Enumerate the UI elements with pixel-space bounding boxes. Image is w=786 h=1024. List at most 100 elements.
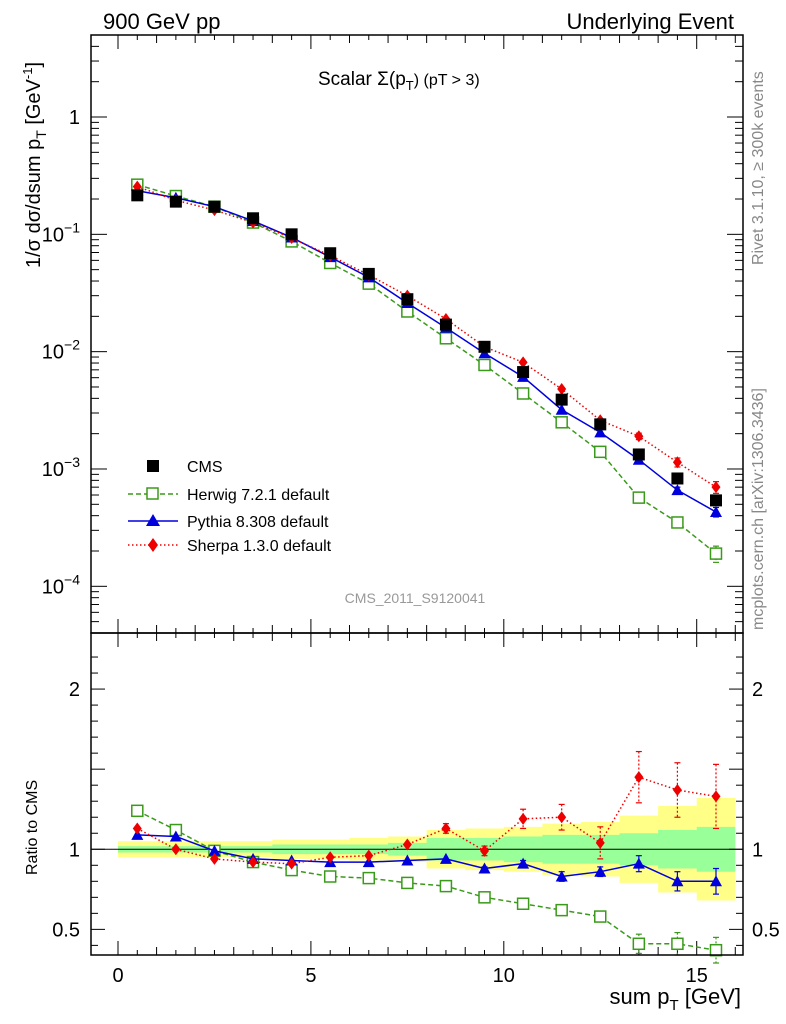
ratio-point-sherpa bbox=[209, 852, 219, 865]
main-point-cms bbox=[401, 293, 414, 306]
main-point-cms bbox=[169, 195, 182, 208]
legend-marker-herwig bbox=[146, 487, 159, 500]
main-point-cms bbox=[439, 318, 452, 331]
main-y-axis-title-close: ] bbox=[23, 62, 45, 68]
main-point-cms bbox=[208, 200, 221, 213]
main-point-herwig bbox=[594, 445, 607, 459]
x-axis-title-unit: [GeV] bbox=[679, 984, 741, 1009]
ratio-point-herwig bbox=[632, 937, 646, 951]
ratio-point-pythia bbox=[632, 857, 645, 869]
main-point-cms bbox=[131, 189, 144, 202]
y-tick-label: 10−2 bbox=[42, 337, 80, 364]
ratio-point-sherpa bbox=[171, 843, 181, 856]
legend-marker-pythia bbox=[146, 514, 160, 526]
main-point-herwig bbox=[709, 547, 723, 560]
ratio-line-pythia bbox=[137, 834, 716, 883]
ratio-frame bbox=[90, 632, 744, 956]
y-tick-label: 0.5 bbox=[52, 919, 80, 941]
x-axis-title: sum pT [GeV] bbox=[610, 984, 741, 1014]
main-point-pythia bbox=[555, 403, 568, 415]
ratio-point-pythia bbox=[709, 875, 722, 887]
main-point-cms bbox=[709, 494, 722, 507]
ratio-panel: 0 5 10 15 2 2 1 1 0.5 0.5 bbox=[52, 632, 780, 987]
ratio-point-pythia bbox=[208, 844, 221, 856]
ratio-point-sherpa bbox=[325, 851, 335, 864]
main-y-axis-title: 1/σ dσ/dsum pT [GeV-1] bbox=[20, 62, 49, 268]
main-point-sherpa bbox=[711, 481, 721, 494]
ratio-point-pythia bbox=[555, 870, 568, 882]
x-tick-label: 0 bbox=[112, 965, 123, 987]
y-tick-label: 2 bbox=[69, 679, 80, 701]
y-tick-label-right: 1 bbox=[752, 839, 763, 861]
ratio-point-herwig bbox=[594, 910, 607, 923]
main-y-axis-title-exp: -1 bbox=[20, 68, 35, 80]
main-point-cms bbox=[594, 418, 607, 431]
ratio-line-herwig bbox=[136, 810, 717, 951]
main-point-herwig bbox=[632, 491, 646, 504]
legend: CMS Herwig 7.2.1 default Pythia 8.308 de… bbox=[128, 459, 332, 555]
main-y-axis-title-sub: T bbox=[33, 130, 49, 139]
ratio-point-herwig bbox=[516, 897, 530, 910]
analysis-watermark: CMS_2011_S9120041 bbox=[345, 590, 486, 606]
main-point-sherpa bbox=[672, 456, 682, 469]
ratio-point-herwig bbox=[555, 903, 568, 917]
ratio-point-sherpa bbox=[557, 811, 567, 824]
main-point-cms bbox=[362, 267, 375, 280]
y-tick-label: 10−1 bbox=[42, 219, 80, 246]
ratio-point-pythia bbox=[517, 857, 530, 869]
main-line-pythia bbox=[137, 190, 717, 513]
ratio-point-sherpa bbox=[441, 822, 451, 835]
main-ticks: 1 10−1 10−2 10−3 10−4 bbox=[42, 34, 743, 634]
main-point-pythia bbox=[709, 505, 722, 517]
ratio-point-herwig bbox=[709, 943, 723, 957]
ratio-point-sherpa bbox=[595, 836, 605, 849]
main-point-sherpa bbox=[557, 383, 567, 396]
y-tick-label: 1 bbox=[69, 839, 80, 861]
y-tick-label-right: 2 bbox=[752, 679, 763, 701]
main-point-cms bbox=[478, 340, 491, 353]
ratio-y-axis-title: Ratio to CMS bbox=[24, 780, 41, 875]
ratio-point-sherpa bbox=[518, 812, 528, 825]
ratio-point-herwig bbox=[671, 937, 684, 951]
ratio-point-sherpa bbox=[711, 790, 721, 803]
ratio-point-herwig bbox=[401, 876, 414, 890]
ratio-point-pythia bbox=[671, 875, 684, 887]
y-tick-label: 10−4 bbox=[42, 571, 80, 598]
legend-marker-cms bbox=[147, 460, 159, 472]
ratio-point-herwig bbox=[323, 870, 337, 883]
chart-title-sub: T bbox=[406, 78, 414, 93]
ratio-point-sherpa bbox=[287, 857, 297, 870]
chart-title-tail: ) (pT > 3) bbox=[414, 72, 480, 89]
ratio-point-pythia bbox=[439, 852, 452, 864]
main-point-cms bbox=[324, 247, 337, 260]
x-tick-label: 5 bbox=[305, 965, 316, 987]
ratio-point-pythia bbox=[169, 830, 182, 842]
main-line-herwig bbox=[137, 183, 717, 555]
header-left: 900 GeV pp bbox=[103, 9, 220, 34]
main-point-sherpa bbox=[518, 356, 528, 369]
main-point-sherpa bbox=[634, 430, 644, 443]
ratio-point-pythia bbox=[478, 862, 491, 874]
ratio-point-sherpa bbox=[248, 856, 258, 869]
ratio-point-herwig bbox=[478, 891, 491, 904]
main-point-pythia bbox=[594, 426, 607, 438]
ratio-point-pythia bbox=[401, 854, 414, 866]
main-point-cms bbox=[671, 472, 684, 485]
y-tick-label: 1 bbox=[69, 107, 80, 129]
main-point-cms bbox=[632, 448, 645, 461]
x-tick-label: 10 bbox=[493, 965, 515, 987]
ratio-point-pythia bbox=[594, 865, 607, 877]
main-line-sherpa bbox=[137, 185, 717, 488]
x-tick-label: 15 bbox=[686, 965, 708, 987]
side-label-rivet: Rivet 3.1.10, ≥ 300k events bbox=[750, 71, 767, 265]
ratio-ticks: 0 5 10 15 2 2 1 1 0.5 0.5 bbox=[52, 633, 780, 987]
ratio-point-sherpa bbox=[364, 849, 374, 862]
main-point-cms bbox=[517, 366, 530, 379]
side-label-mcplots: mcplots.cern.ch [arXiv:1306.3436] bbox=[750, 388, 767, 630]
ratio-point-sherpa bbox=[672, 783, 682, 796]
ratio-point-sherpa bbox=[634, 771, 644, 784]
ratio-point-sherpa bbox=[402, 838, 412, 851]
ratio-point-herwig bbox=[439, 879, 453, 893]
ratio-point-sherpa bbox=[480, 844, 490, 857]
main-point-herwig bbox=[516, 387, 530, 400]
